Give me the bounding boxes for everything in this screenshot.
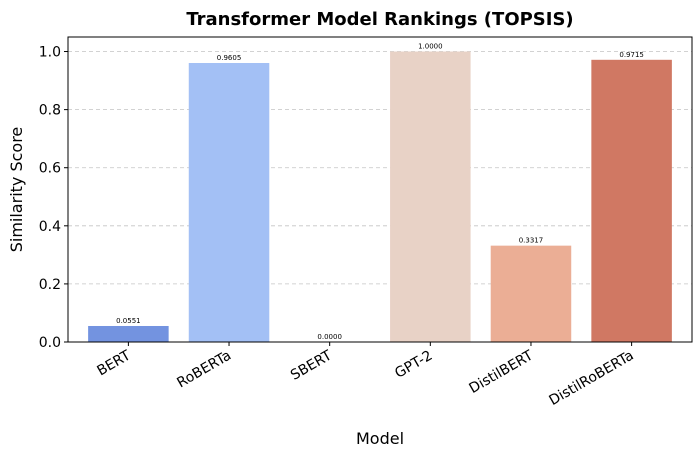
data-label: 0.0000 (317, 333, 342, 341)
y-tick-label: 0.2 (39, 277, 61, 293)
y-tick-label: 0.0 (39, 335, 61, 351)
data-label: 0.9605 (217, 54, 242, 62)
y-tick-label: 0.6 (39, 161, 61, 177)
y-tick-label: 0.8 (39, 103, 61, 119)
x-tick-label: BERT (94, 347, 133, 379)
x-tick-label: SBERT (288, 347, 335, 383)
bar-bert (88, 325, 169, 342)
x-axis-label: Model (356, 429, 404, 448)
x-tick-label: GPT-2 (392, 348, 435, 382)
plot-frame (67, 36, 693, 343)
x-tick-label: RoBERTa (174, 348, 234, 392)
data-label: 0.9715 (619, 51, 644, 59)
data-label: 0.0551 (116, 317, 141, 325)
x-tick-label: DistilRoBERTa (546, 348, 636, 409)
data-label: 0.3317 (519, 237, 544, 245)
x-tick-label: DistilBERT (467, 347, 537, 397)
chart-title: Transformer Model Rankings (TOPSIS) (186, 9, 573, 30)
bar-distilbert (490, 245, 572, 342)
bar-distilroberta (591, 59, 672, 343)
y-axis-label: Similarity Score (7, 127, 26, 253)
y-axis-ticks: 0.0 0.2 0.4 0.6 0.8 1.0 (39, 45, 68, 351)
data-labels: 0.0551 0.9605 0.0000 1.0000 0.3317 0.9715 (116, 43, 644, 341)
bar-gpt-2 (390, 51, 471, 343)
bars (88, 51, 672, 343)
x-axis-ticks: BERT RoBERTa SBERT GPT-2 DistilBERT DistilRoB… (94, 342, 637, 409)
y-tick-label: 1.0 (39, 45, 61, 61)
y-tick-label: 0.4 (39, 219, 61, 235)
bar-roberta (188, 62, 270, 342)
data-label: 1.0000 (418, 43, 443, 51)
